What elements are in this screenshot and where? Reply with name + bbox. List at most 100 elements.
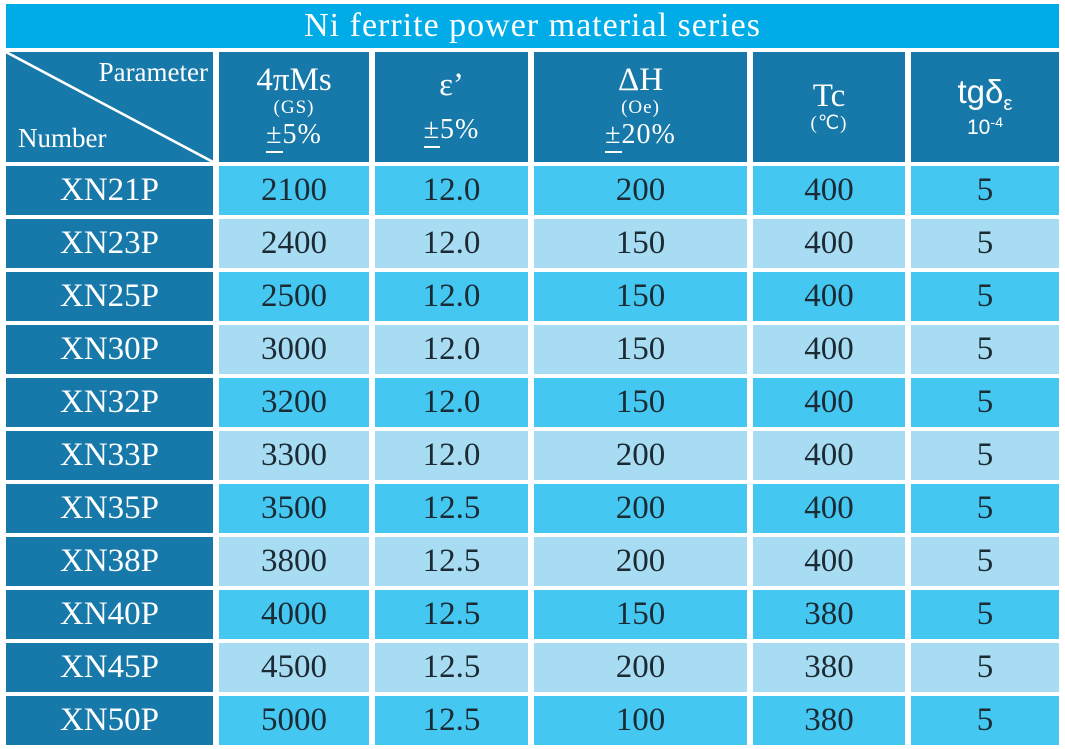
header-4pims-tolerance: ±5% (266, 119, 322, 154)
permittivity-value-cell: 12.5 (375, 696, 528, 745)
tgd-value-cell: 5 (911, 643, 1060, 692)
tc-value-cell: 380 (753, 590, 905, 639)
table-title: Ni ferrite power material series (6, 4, 1060, 48)
corner-header-cell: Parameter Number (6, 52, 213, 162)
permittivity-value-cell: 12.0 (375, 431, 528, 480)
header-4pims-unit: (GS) (273, 97, 315, 119)
delta-h-value-cell: 200 (534, 537, 747, 586)
model-number-cell: XN40P (6, 590, 213, 639)
delta-h-value-cell: 200 (534, 484, 747, 533)
permittivity-value-cell: 12.5 (375, 537, 528, 586)
model-number-cell: XN50P (6, 696, 213, 745)
table-row: XN25P 2500 12.0 150 400 5 (6, 272, 1060, 321)
tgd-value-cell: 5 (911, 696, 1060, 745)
delta-h-value-cell: 100 (534, 696, 747, 745)
tgd-value-cell: 5 (911, 590, 1060, 639)
table-row: XN33P 3300 12.0 200 400 5 (6, 431, 1060, 480)
tc-value-cell: 400 (753, 272, 905, 321)
tc-value-cell: 400 (753, 166, 905, 215)
header-row: Parameter Number 4πMs (GS) ±5% ε’ ±5% ΔH… (6, 52, 1060, 162)
column-header-tc: Tc (℃) (753, 52, 905, 162)
tc-value-cell: 400 (753, 325, 905, 374)
column-header-tgd: tgδε 10-4 (911, 52, 1060, 162)
header-delta-h-tolerance: ±20% (605, 119, 676, 154)
tgd-value-cell: 5 (911, 537, 1060, 586)
header-permittivity-symbol: ε’ (439, 66, 464, 103)
model-number-cell: XN32P (6, 378, 213, 427)
model-number-cell: XN38P (6, 537, 213, 586)
model-number-cell: XN35P (6, 484, 213, 533)
header-tgd-symbol: tgδε (957, 73, 1013, 116)
ms-value-cell: 2500 (219, 272, 369, 321)
table-row: XN45P 4500 12.5 200 380 5 (6, 643, 1060, 692)
ms-value-cell: 5000 (219, 696, 369, 745)
ms-value-cell: 3300 (219, 431, 369, 480)
tgd-value-cell: 5 (911, 325, 1060, 374)
ms-value-cell: 4500 (219, 643, 369, 692)
table-row: XN35P 3500 12.5 200 400 5 (6, 484, 1060, 533)
header-tgd-scale: 10-4 (967, 115, 1004, 139)
corner-label-number: Number (18, 123, 107, 153)
tgd-value-cell: 5 (911, 166, 1060, 215)
tc-value-cell: 400 (753, 484, 905, 533)
model-number-cell: XN21P (6, 166, 213, 215)
column-header-permittivity: ε’ ±5% (375, 52, 528, 162)
model-number-cell: XN30P (6, 325, 213, 374)
table-row: XN23P 2400 12.0 150 400 5 (6, 219, 1060, 268)
tgd-value-cell: 5 (911, 272, 1060, 321)
table-row: XN50P 5000 12.5 100 380 5 (6, 696, 1060, 745)
plus-minus-glyph: ± (605, 119, 622, 154)
permittivity-value-cell: 12.0 (375, 166, 528, 215)
ms-value-cell: 3200 (219, 378, 369, 427)
tgd-epsilon-subscript: ε (1003, 92, 1013, 116)
header-tc-symbol: Tc (812, 77, 846, 114)
delta-h-value-cell: 150 (534, 272, 747, 321)
model-number-cell: XN25P (6, 272, 213, 321)
tc-value-cell: 400 (753, 219, 905, 268)
plus-minus-glyph: ± (423, 114, 441, 149)
header-permittivity-tolerance: ±5% (423, 114, 480, 149)
delta-h-value-cell: 200 (534, 643, 747, 692)
delta-h-value-cell: 150 (534, 378, 747, 427)
header-delta-h-symbol: ΔH (617, 61, 664, 98)
delta-h-value-cell: 200 (534, 166, 747, 215)
table-row: XN40P 4000 12.5 150 380 5 (6, 590, 1060, 639)
ms-value-cell: 2400 (219, 219, 369, 268)
tgd-value-cell: 5 (911, 484, 1060, 533)
permittivity-value-cell: 12.0 (375, 325, 528, 374)
header-4pims-symbol: 4πMs (256, 61, 332, 98)
permittivity-value-cell: 12.0 (375, 219, 528, 268)
table-row: XN38P 3800 12.5 200 400 5 (6, 537, 1060, 586)
ms-value-cell: 3500 (219, 484, 369, 533)
tgd-value-cell: 5 (911, 378, 1060, 427)
tc-value-cell: 400 (753, 378, 905, 427)
model-number-cell: XN33P (6, 431, 213, 480)
column-header-4pims: 4πMs (GS) ±5% (219, 52, 369, 162)
ms-value-cell: 2100 (219, 166, 369, 215)
table-row: XN32P 3200 12.0 150 400 5 (6, 378, 1060, 427)
delta-h-value-cell: 200 (534, 431, 747, 480)
title-row: Ni ferrite power material series (6, 4, 1060, 48)
tc-value-cell: 380 (753, 643, 905, 692)
table-row: XN21P 2100 12.0 200 400 5 (6, 166, 1060, 215)
ms-value-cell: 4000 (219, 590, 369, 639)
header-tc-unit: (℃) (810, 113, 848, 135)
tc-value-cell: 400 (753, 537, 905, 586)
corner-label-parameter: Parameter (98, 57, 208, 87)
ms-value-cell: 3000 (219, 325, 369, 374)
tgd-value-cell: 5 (911, 219, 1060, 268)
tc-value-cell: 400 (753, 431, 905, 480)
tc-value-cell: 380 (753, 696, 905, 745)
delta-h-value-cell: 150 (534, 219, 747, 268)
column-header-delta-h: ΔH (Oe) ±20% (534, 52, 747, 162)
model-number-cell: XN23P (6, 219, 213, 268)
delta-h-value-cell: 150 (534, 590, 747, 639)
table-row: XN30P 3000 12.0 150 400 5 (6, 325, 1060, 374)
plus-minus-glyph: ± (266, 119, 283, 154)
tgd-exponent: -4 (990, 115, 1004, 132)
delta-h-value-cell: 150 (534, 325, 747, 374)
permittivity-value-cell: 12.5 (375, 643, 528, 692)
permittivity-value-cell: 12.0 (375, 272, 528, 321)
